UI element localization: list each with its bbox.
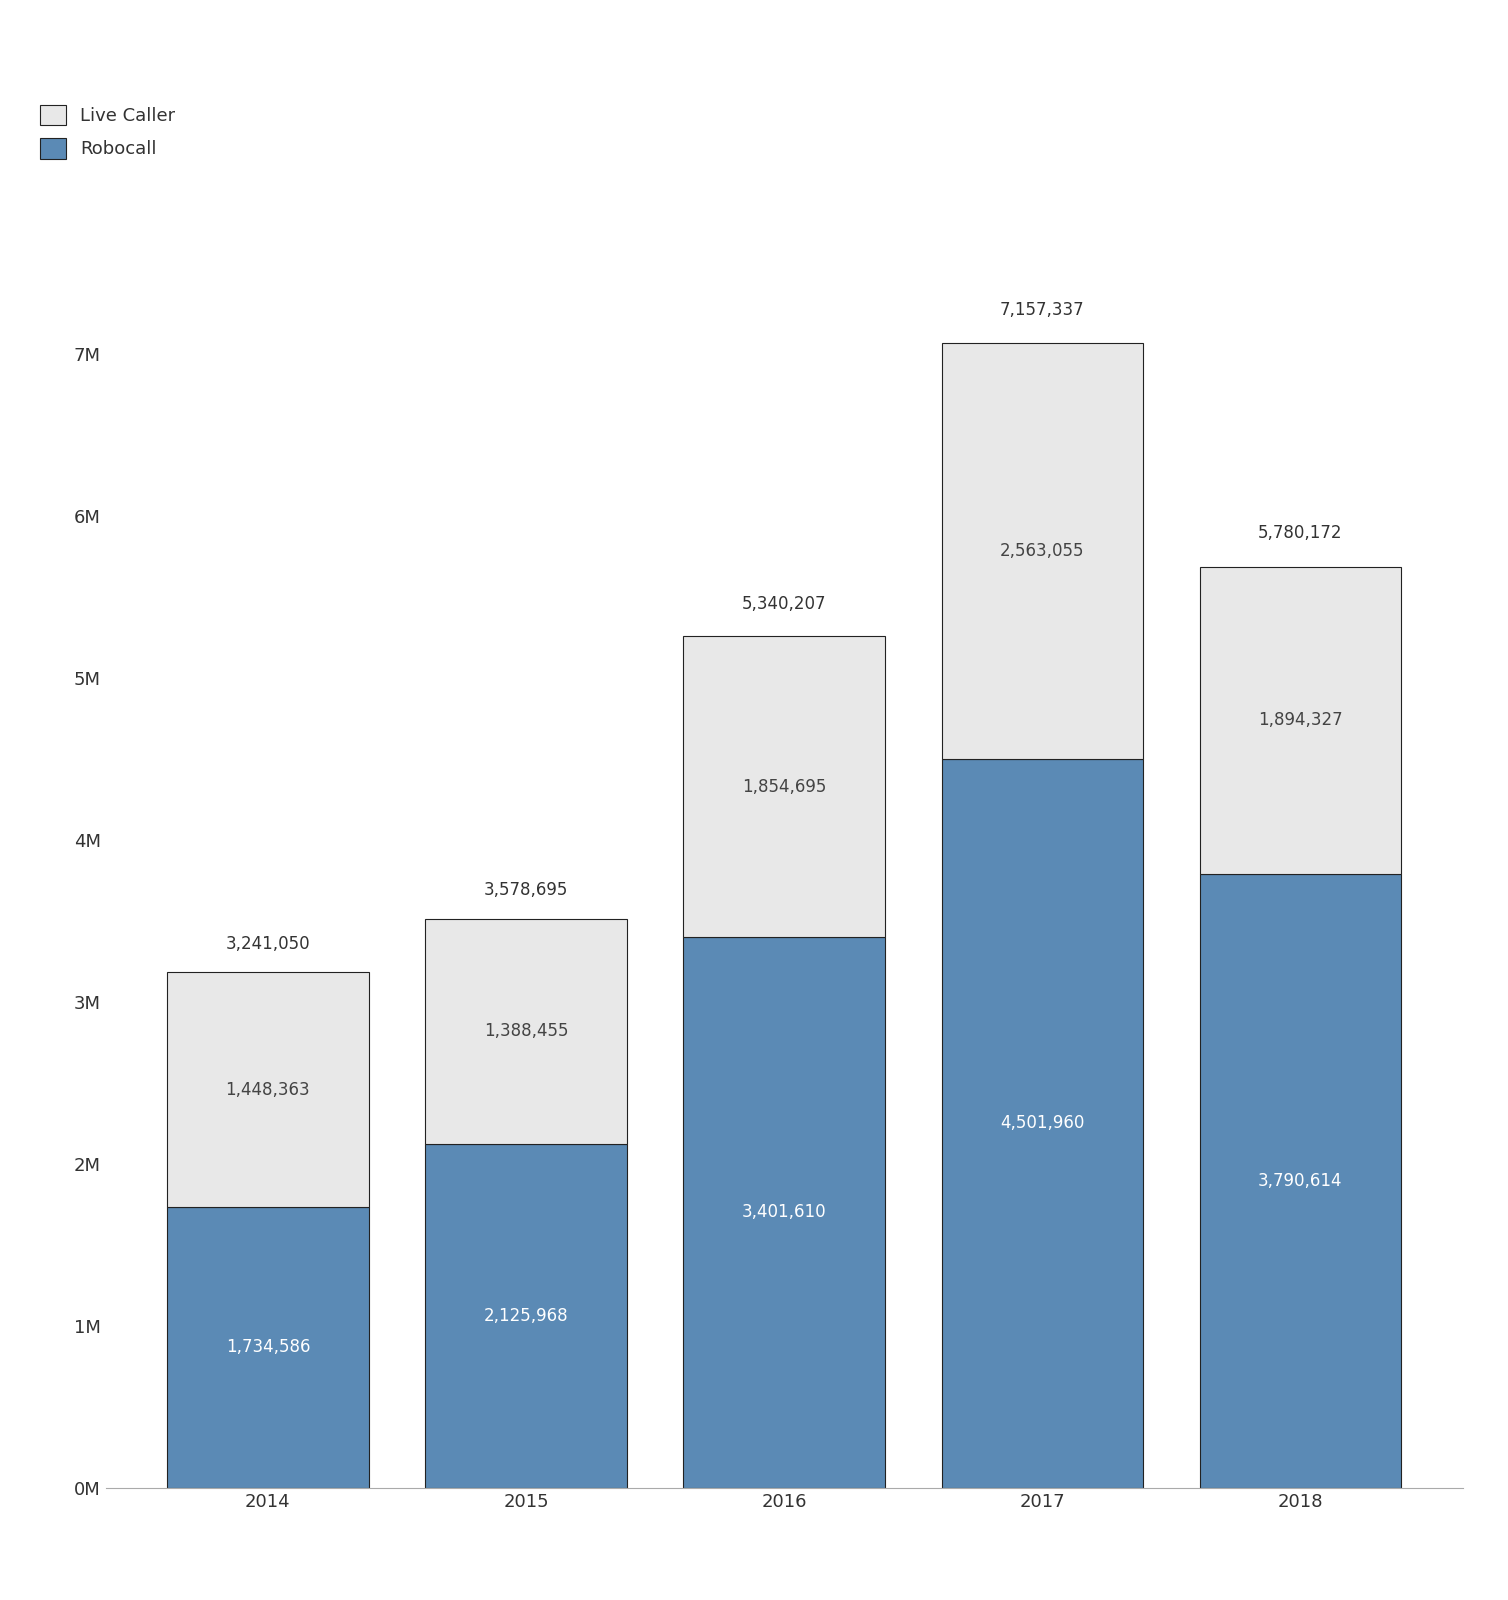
Bar	[683, 938, 885, 1488]
Text: 1,734,586: 1,734,586	[226, 1339, 311, 1357]
Text: 1,894,327: 1,894,327	[1258, 712, 1342, 730]
Text: 5,340,207: 5,340,207	[742, 595, 826, 613]
Text: 1,448,363: 1,448,363	[226, 1080, 311, 1099]
Text: 1,854,695: 1,854,695	[742, 778, 826, 795]
Text: 7,157,337: 7,157,337	[1000, 301, 1084, 318]
Bar	[167, 1206, 368, 1488]
Text: 4,501,960: 4,501,960	[1000, 1114, 1084, 1133]
Bar	[941, 344, 1143, 758]
Legend: Live Caller, Robocall: Live Caller, Robocall	[33, 98, 182, 166]
Text: 2,125,968: 2,125,968	[484, 1307, 569, 1325]
Text: 5,780,172: 5,780,172	[1258, 523, 1342, 542]
Text: 3,401,610: 3,401,610	[742, 1203, 826, 1221]
Text: 1,388,455: 1,388,455	[484, 1022, 569, 1040]
Bar	[425, 918, 627, 1144]
Text: 2,563,055: 2,563,055	[1000, 542, 1084, 560]
Bar	[167, 973, 368, 1206]
Bar	[941, 758, 1143, 1488]
Bar	[1200, 874, 1401, 1488]
Bar	[683, 637, 885, 938]
Text: 3,790,614: 3,790,614	[1258, 1171, 1342, 1190]
Text: 3,578,695: 3,578,695	[484, 880, 569, 899]
Bar	[1200, 566, 1401, 874]
Bar	[425, 1144, 627, 1488]
Text: 3,241,050: 3,241,050	[226, 936, 311, 954]
